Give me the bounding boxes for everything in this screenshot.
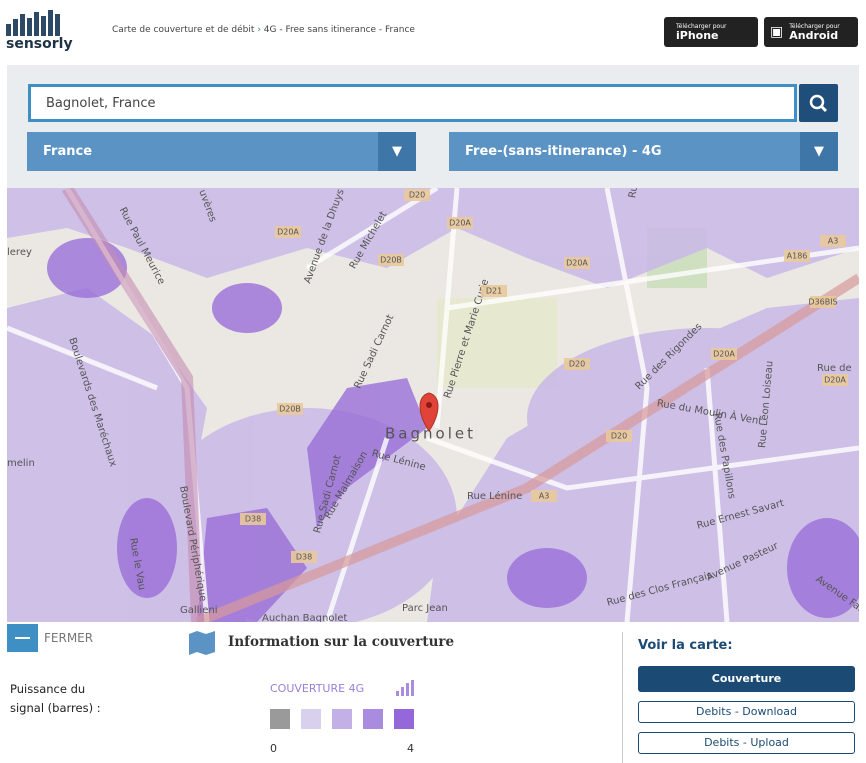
road-shield-label: D20A: [824, 376, 846, 385]
road-shield: [531, 490, 557, 502]
breadcrumb-current: 4G - Free sans itinerance - France: [263, 25, 415, 35]
select-value: Free-(sans-itinerance) - 4G: [465, 144, 662, 159]
road-shield-label: A3: [539, 492, 550, 501]
select-arrow: ▼: [378, 132, 416, 171]
road-shield: [481, 285, 507, 297]
road-shield-label: D20: [409, 191, 425, 200]
signal-label: Puissance du signal (barres) :: [10, 682, 101, 715]
road-shield-label: D21: [486, 287, 502, 296]
road-shield-label: D20: [569, 360, 585, 369]
breadcrumb: Carte de couverture et de débit › 4G - F…: [112, 25, 415, 35]
road-shield-label: D20A: [277, 228, 299, 237]
peripherique: [61, 188, 203, 622]
road-shield: [564, 257, 590, 269]
select-value: France: [43, 144, 93, 159]
pin-dot: [426, 402, 432, 408]
map-label: lerey: [7, 247, 32, 258]
legend-swatch: [270, 709, 290, 729]
road-shield: [291, 551, 317, 563]
road-shield-label: D20A: [713, 350, 735, 359]
minus-icon: [15, 637, 30, 639]
android-icon: ▣: [770, 24, 784, 40]
network-select[interactable]: Free-(sans-itinerance) - 4G ▼: [449, 132, 838, 171]
road-shield-label: D20: [611, 432, 627, 441]
road-shield: [240, 513, 266, 525]
road-shield: [711, 348, 737, 360]
map-pin[interactable]: [419, 392, 439, 432]
search-icon: [809, 94, 828, 113]
country-select[interactable]: France ▼: [27, 132, 416, 171]
road-shield: [275, 226, 301, 238]
app-small: Télécharger pour: [789, 23, 840, 30]
road-shield: [810, 296, 836, 308]
view-title: Voir la carte:: [638, 638, 733, 653]
logo[interactable]: sensorly: [6, 10, 73, 52]
bars-icon: [396, 680, 414, 696]
road-shield-label: D20A: [449, 219, 471, 228]
coverage-light: [7, 188, 859, 622]
road-shield: [820, 235, 846, 247]
road-shield-label: D38: [296, 553, 312, 562]
legend-title: COUVERTURE 4G: [270, 682, 365, 695]
road-shield: [447, 217, 473, 229]
road-shield: [784, 250, 810, 262]
map-label: Rue de: [817, 363, 852, 374]
app-label: iPhone: [676, 29, 719, 42]
map-icon: [189, 631, 215, 655]
map-label: Bagnolet: [385, 425, 476, 443]
road-shield-label: D36BIS: [808, 298, 837, 307]
scale-min: 0: [270, 742, 277, 755]
app-button[interactable]: Télécharger pour iPhone: [664, 17, 758, 47]
app-small: Télécharger pour: [676, 23, 727, 30]
legend-swatch: [363, 709, 383, 729]
road-shield-label: A186: [787, 252, 808, 261]
legend-swatch: [394, 709, 414, 729]
view-button[interactable]: Debits - Upload: [638, 732, 855, 754]
motorway: [195, 273, 859, 622]
search-button[interactable]: [799, 84, 838, 122]
road-shield-label: A3: [828, 237, 839, 246]
map-label: Rue Lo: [627, 188, 644, 199]
road-shield: [606, 430, 632, 442]
search-input[interactable]: Bagnolet, France: [28, 84, 797, 122]
road-shield-label: D20B: [279, 405, 301, 414]
map-park: [437, 298, 557, 388]
separator: [622, 632, 623, 763]
view-button[interactable]: Couverture: [638, 666, 855, 692]
map-label: Rue Lénine: [467, 490, 522, 502]
road-shield: [404, 189, 430, 201]
close-button[interactable]: [7, 624, 38, 652]
legend-swatch: [332, 709, 352, 729]
road-shield: [378, 254, 404, 266]
road-shield: [277, 403, 303, 415]
view-button[interactable]: Debits - Download: [638, 701, 855, 723]
close-label[interactable]: FERMER: [44, 631, 94, 645]
logo-icon: [6, 10, 60, 36]
road-shield-label: D20A: [566, 259, 588, 268]
app-label: Android: [789, 29, 839, 42]
map-label: melin: [7, 458, 35, 469]
road-shield-label: D20B: [380, 256, 402, 265]
breadcrumb-link[interactable]: Carte de couverture et de débit: [112, 25, 255, 35]
breadcrumb-sep: ›: [257, 25, 261, 35]
map-label: Parc Jean: [402, 603, 448, 614]
map-label: Auchan Bagnolet: [262, 613, 347, 622]
road-shield-label: D38: [245, 515, 261, 524]
legend-swatch: [301, 709, 321, 729]
logo-text: sensorly: [6, 36, 73, 52]
scale-max: 4: [407, 742, 414, 755]
panel-title: Information sur la couverture: [228, 634, 455, 650]
road-shield: [564, 358, 590, 370]
select-arrow: ▼: [800, 132, 838, 171]
app-button[interactable]: ▣ Télécharger pour Android: [764, 17, 858, 47]
road-shield: [822, 374, 848, 386]
map-label: Gallieni: [180, 605, 217, 616]
